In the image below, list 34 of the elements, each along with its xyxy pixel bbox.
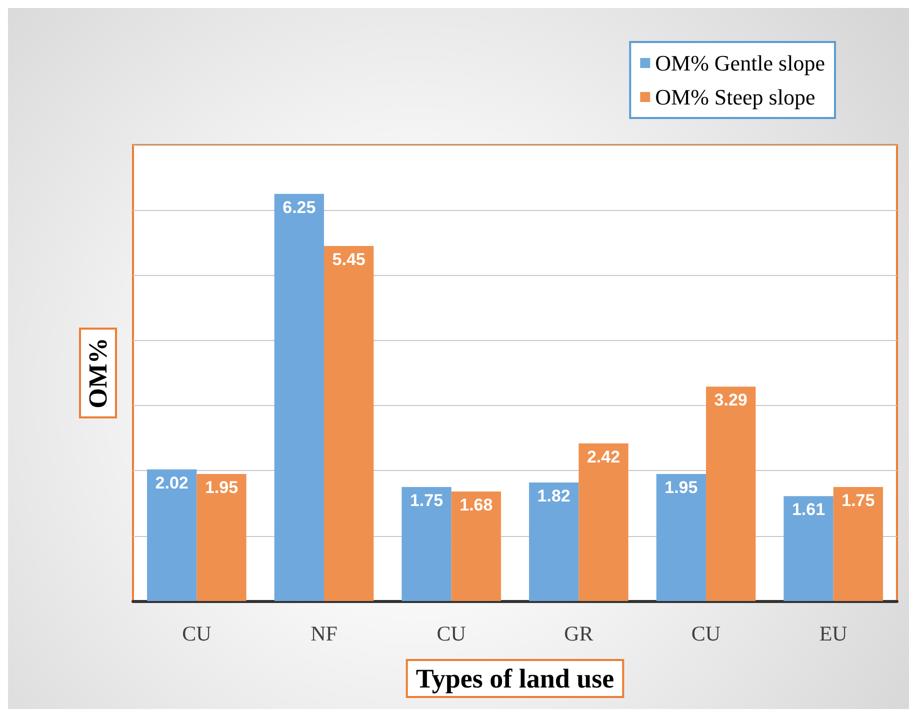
x-tick-label: NF [310,622,338,646]
bar [656,474,706,601]
data-label: 3.29 [714,390,748,410]
bar [402,487,452,601]
bar [451,492,501,601]
data-label: 5.45 [332,250,366,269]
x-tick-label: CU [691,622,721,646]
data-label: 6.25 [282,198,316,217]
data-label: 2.02 [155,473,188,492]
x-axis-title: Types of land use [416,664,614,694]
bar [578,443,628,601]
x-tick-label: CU [182,622,212,646]
y-axis-title: OM% [84,338,112,408]
bar [529,482,579,601]
data-label: 1.75 [410,491,444,510]
x-tick-label: EU [819,622,848,646]
data-label: 1.95 [204,478,238,497]
bar [196,474,246,601]
bar [833,487,883,601]
data-label: 2.42 [586,447,620,466]
data-label: 1.82 [537,486,570,506]
data-label: 1.75 [842,491,875,510]
data-label: 1.95 [664,478,698,497]
data-label: 1.61 [792,500,826,520]
bar [784,496,834,601]
legend-label: OM% Gentle slope [655,50,826,76]
x-tick-label: GR [564,622,594,646]
data-label: 1.68 [460,496,493,515]
bar [274,194,324,601]
bar [147,469,197,601]
bar [324,246,374,601]
x-tick-label: CU [436,622,466,646]
legend-label: OM% Steep slope [655,84,816,110]
bar [706,386,756,601]
